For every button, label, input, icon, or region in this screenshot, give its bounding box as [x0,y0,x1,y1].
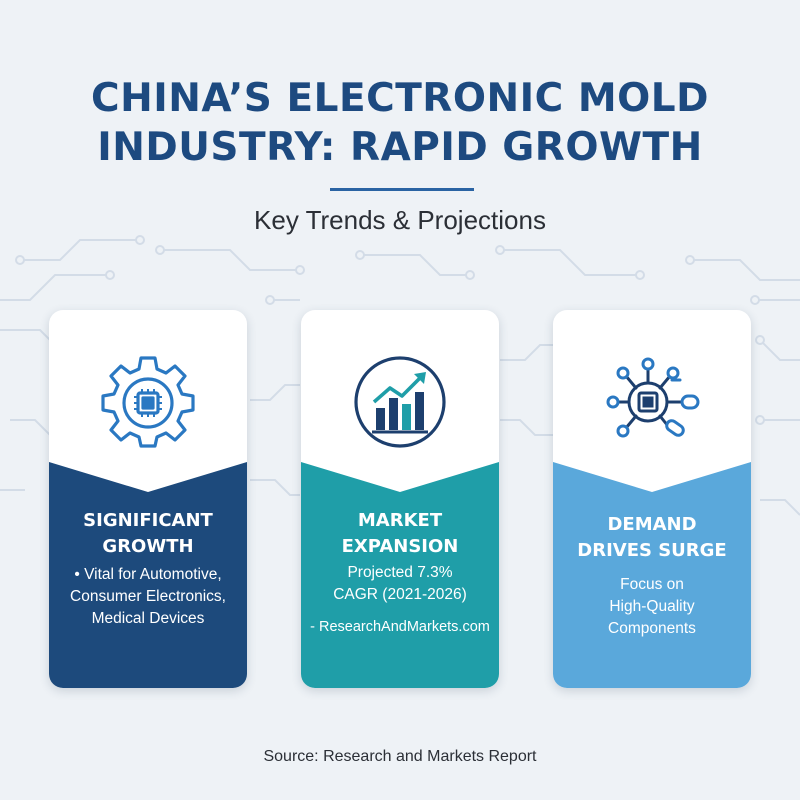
chip-network-icon [602,352,702,452]
title-line-2: INDUSTRY: RAPID GROWTH [97,125,703,170]
card-heading: DEMAND DRIVES SURGE [577,514,727,561]
card-significant-growth: SIGNIFICANT GROWTH • Vital for Automotiv… [49,310,247,688]
card-heading: MARKET EXPANSION [341,510,459,557]
title-line-1: CHINA’S ELECTRONIC MOLD [90,76,710,121]
title-divider [330,188,474,191]
source-footnote: Source: Research and Markets Report [263,748,537,765]
page-title: CHINA’S ELECTRONIC MOLD INDUSTRY: RAPID … [0,74,800,172]
card-demand-drives-surge: DEMAND DRIVES SURGE Focus on High-Qualit… [553,310,751,688]
card-color-panel [49,462,247,688]
page-subtitle: Key Trends & Projections [254,205,546,235]
card-color-panel [553,462,751,688]
card-color-panel [301,462,499,688]
growth-chart-icon [350,352,450,452]
card-market-expansion: MARKET EXPANSION Projected 7.3% CAGR (20… [301,310,499,688]
card-heading: SIGNIFICANT GROWTH [83,510,213,557]
card-body: • Vital for Automotive, Consumer Electro… [70,566,226,627]
card-source-note: - ResearchAndMarkets.com [310,619,490,635]
card-body: Focus on High-Quality Components [608,576,696,637]
card-body: Projected 7.3% CAGR (2021-2026) - Resear… [301,562,499,638]
gear-chip-icon [98,352,198,452]
